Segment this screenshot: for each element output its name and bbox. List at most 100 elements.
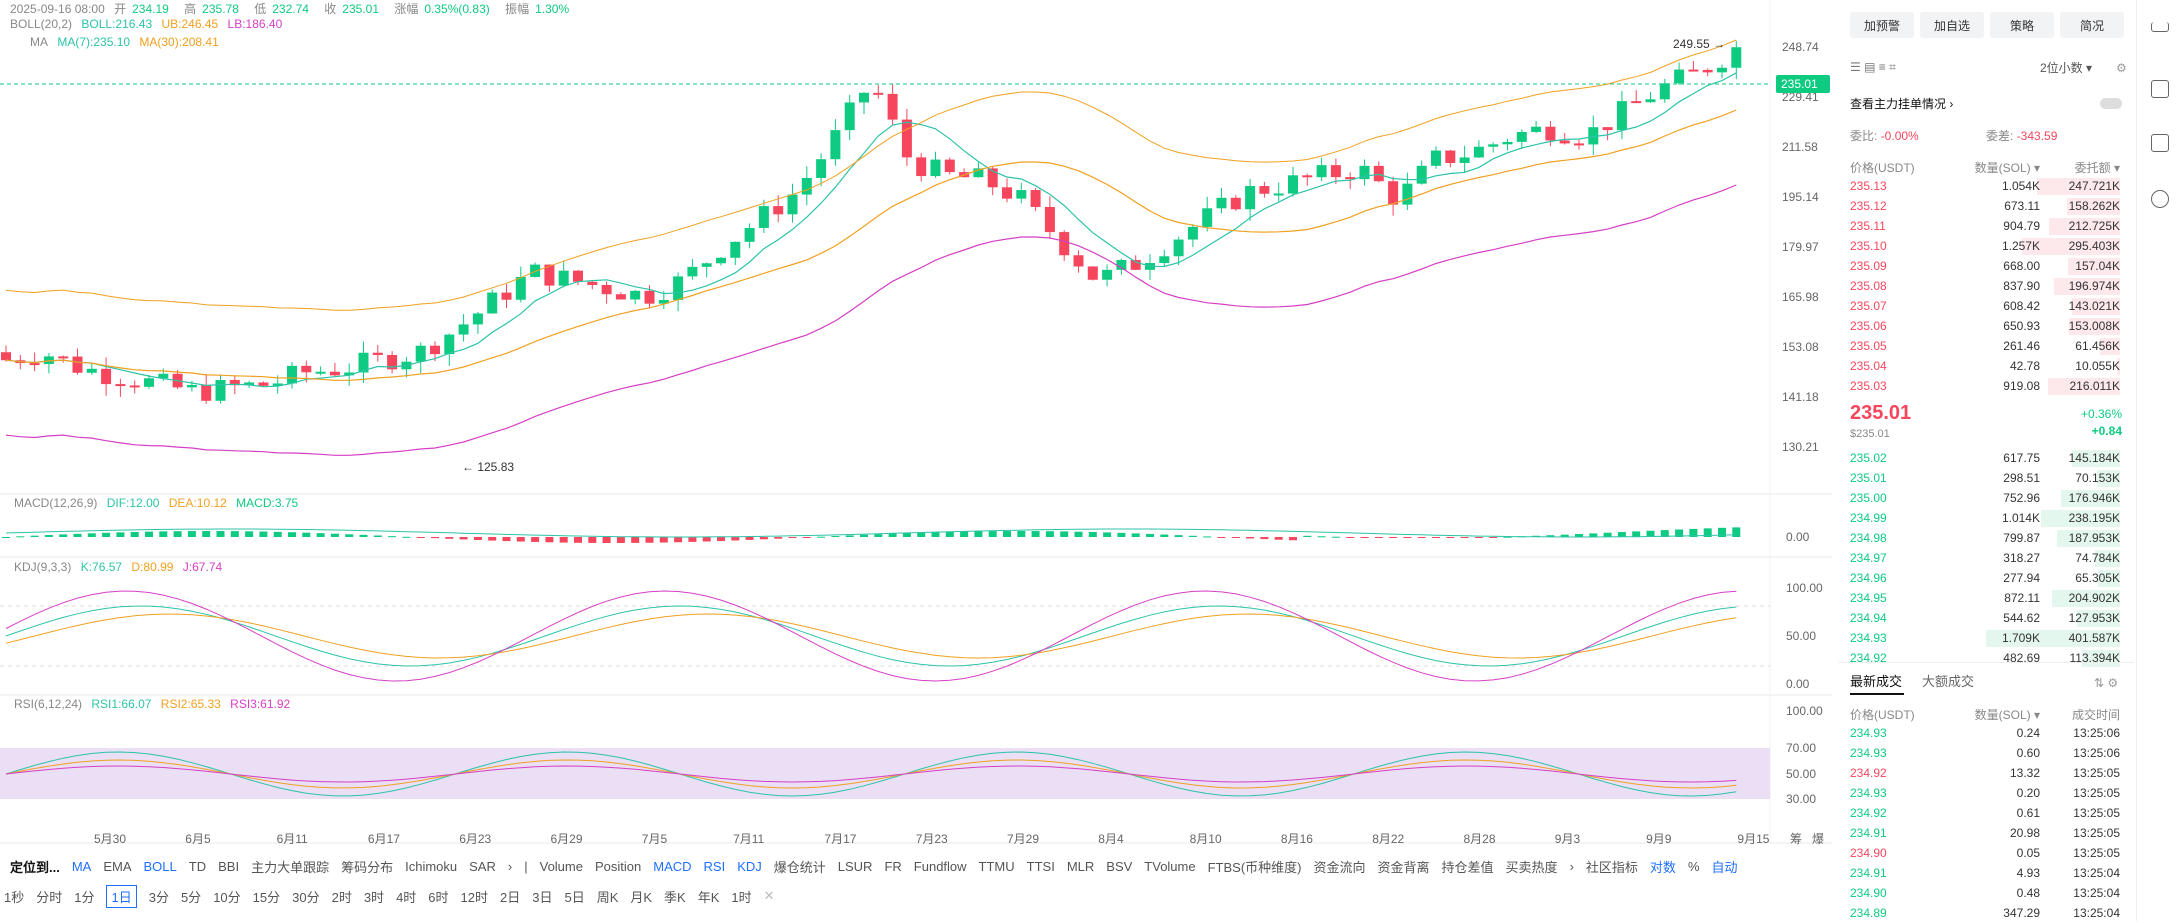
interval-6时[interactable]: 6时 <box>428 889 449 905</box>
ma-legend[interactable]: MA MA(7):235.10 MA(30):208.41 <box>30 35 225 49</box>
tab-latest-trades[interactable]: 最新成交 <box>1850 674 1903 689</box>
interval-分时[interactable]: 分时 <box>36 889 63 905</box>
sub-indicator-资金流向[interactable]: 资金流向 <box>1313 859 1366 875</box>
interval-季K[interactable]: 季K <box>664 889 686 905</box>
sub-indicator-ttmu[interactable]: TTMU <box>978 858 1015 874</box>
book-row[interactable]: 234.93 1.709K 401.587K <box>1850 628 2120 648</box>
sub-indicator-volume[interactable]: Volume <box>539 858 583 874</box>
alert-button[interactable]: 加预警 <box>1850 12 1914 38</box>
panel-icon[interactable] <box>2151 22 2169 32</box>
sub-indicator-bsv[interactable]: BSV <box>1106 858 1133 874</box>
percent-scale-button[interactable]: % <box>1687 858 1700 874</box>
main-indicator-td[interactable]: TD <box>188 858 207 874</box>
interval-2日[interactable]: 2日 <box>500 889 521 905</box>
book-row[interactable]: 234.94 544.62 127.953K <box>1850 608 2120 628</box>
interval-15分[interactable]: 15分 <box>252 889 281 905</box>
sub-indicator-mlr[interactable]: MLR <box>1066 858 1095 874</box>
macd-legend[interactable]: MACD(12,26,9) DIF:12.00 DEA:10.12 MACD:3… <box>14 496 304 510</box>
sub-indicator-more-icon[interactable]: › <box>1569 858 1574 874</box>
sub-indicator-fr[interactable]: FR <box>884 858 902 874</box>
kline-chart-area[interactable]: 248.74 229.41 211.58 195.14 179.97 165.98 153.… <box>0 0 1832 921</box>
sub-indicator-ftbs(币种维度)[interactable]: FTBS(币种维度) <box>1207 859 1302 875</box>
tab-large-trades[interactable]: 大额成交 <box>1922 674 1975 689</box>
sub-indicator-rsi[interactable]: RSI <box>703 858 726 874</box>
book-row[interactable]: 235.03 919.08 216.011K <box>1850 376 2120 396</box>
boll-legend[interactable]: BOLL(20,2) BOLL:216.43 UB:246.45 LB:186.… <box>10 17 288 31</box>
bar-chart-icon[interactable] <box>2151 134 2169 152</box>
sub-indicator-tvolume[interactable]: TVolume <box>1144 858 1196 874</box>
main-indicator-ichimoku[interactable]: Ichimoku <box>405 858 458 874</box>
header-qty[interactable]: 数量(SOL) ▾ <box>1974 161 2040 175</box>
interval-1分[interactable]: 1分 <box>74 889 95 905</box>
book-row[interactable]: 234.95 872.11 204.902K <box>1850 588 2120 608</box>
main-indicator-boll[interactable]: BOLL <box>143 858 177 874</box>
interval-1秒[interactable]: 1秒 <box>4 889 25 905</box>
interval-4时[interactable]: 4时 <box>396 889 417 905</box>
strategy-button[interactable]: 策略 <box>1990 12 2054 38</box>
main-indicator-ma[interactable]: MA <box>71 858 92 874</box>
trend-icon[interactable] <box>2151 80 2169 98</box>
sub-indicator-position[interactable]: Position <box>594 858 642 874</box>
sub-indicator-爆仓统计[interactable]: 爆仓统计 <box>773 859 826 875</box>
sub-indicator-macd[interactable]: MACD <box>653 858 692 874</box>
book-row[interactable]: 235.00 752.96 176.946K <box>1850 488 2120 508</box>
interval-12时[interactable]: 12时 <box>460 889 488 905</box>
interval-3日[interactable]: 3日 <box>532 889 553 905</box>
interval-1时[interactable]: 1时 <box>731 889 752 905</box>
sub-indicator-ttsi[interactable]: TTSI <box>1026 858 1055 874</box>
book-row[interactable]: 234.97 318.27 74.784K <box>1850 548 2120 568</box>
interval-3时[interactable]: 3时 <box>363 889 385 905</box>
main-orders-toggle[interactable] <box>2100 98 2122 109</box>
book-row[interactable]: 235.05 261.46 61.456K <box>1850 336 2120 356</box>
main-indicator-sar[interactable]: SAR <box>469 858 496 874</box>
book-row[interactable]: 234.92 482.69 113.394K <box>1850 648 2120 668</box>
interval-30分[interactable]: 30分 <box>292 889 320 905</box>
book-row[interactable]: 235.10 1.257K 295.403K <box>1850 236 2120 256</box>
sub-indicator-fundflow[interactable]: Fundflow <box>913 858 967 874</box>
book-row[interactable]: 235.02 617.75 145.184K <box>1850 448 2120 468</box>
sub-indicator-买卖热度[interactable]: 买卖热度 <box>1505 859 1558 875</box>
main-indicator-more-icon[interactable]: › <box>507 858 513 874</box>
log-scale-button[interactable]: 对数 <box>1649 859 1676 875</box>
rsi-legend[interactable]: RSI(6,12,24) RSI1:66.07 RSI2:65.33 RSI3:… <box>14 697 296 711</box>
overview-button[interactable]: 简况 <box>2060 12 2124 38</box>
locate-button[interactable]: 定位到... <box>10 859 60 875</box>
book-row[interactable]: 234.99 1.014K 238.195K <box>1850 508 2120 528</box>
interval-1日[interactable]: 1日 <box>106 884 137 908</box>
interval-3分[interactable]: 3分 <box>148 889 169 905</box>
main-indicator-ema[interactable]: EMA <box>103 858 132 874</box>
book-row[interactable]: 235.08 837.90 196.974K <box>1850 276 2120 296</box>
kline-chart[interactable]: 248.74 229.41 211.58 195.14 179.97 165.98 153.… <box>0 0 1832 921</box>
interval-5分[interactable]: 5分 <box>180 889 202 905</box>
book-layout-icons[interactable]: ☰ ▤ ≡ ⌗ <box>1850 60 1896 74</box>
book-row[interactable]: 235.11 904.79 212.725K <box>1850 216 2120 236</box>
swap-icon[interactable] <box>2151 190 2169 208</box>
book-row[interactable]: 234.96 277.94 65.305K <box>1850 568 2120 588</box>
trade-filter-icon[interactable]: ⇅ ⚙ <box>2094 676 2119 690</box>
sub-indicator-持仓差值[interactable]: 持仓差值 <box>1441 859 1494 875</box>
interval-2时[interactable]: 2时 <box>331 889 352 905</box>
main-indicator-bbi[interactable]: BBI <box>218 858 240 874</box>
book-row[interactable]: 235.12 673.11 158.262K <box>1850 196 2120 216</box>
interval-5日[interactable]: 5日 <box>564 889 585 905</box>
trade-header-qty[interactable]: 数量(SOL) ▾ <box>1974 708 2040 722</box>
main-indicator-主力大单跟踪[interactable]: 主力大单跟踪 <box>251 859 330 875</box>
main-orders-link[interactable]: 查看主力挂单情况 › <box>1850 97 1954 111</box>
header-amount[interactable]: 委托额 ▾ <box>2074 161 2120 175</box>
decimal-select[interactable]: 2位小数 ▾ <box>2040 61 2093 75</box>
close-icon[interactable]: ✕ <box>763 888 775 903</box>
settings-icon[interactable]: ⚙ <box>2116 61 2127 75</box>
book-row[interactable]: 234.98 799.87 187.953K <box>1850 528 2120 548</box>
book-row[interactable]: 235.01 298.51 70.153K <box>1850 468 2120 488</box>
watchlist-button[interactable]: 加自选 <box>1920 12 1984 38</box>
book-row[interactable]: 235.06 650.93 153.008K <box>1850 316 2120 336</box>
kdj-legend[interactable]: KDJ(9,3,3) K:76.57 D:80.99 J:67.74 <box>14 560 228 574</box>
community-indicator-button[interactable]: 社区指标 <box>1585 859 1638 875</box>
separator[interactable]: | <box>524 858 528 874</box>
sub-indicator-资金背离[interactable]: 资金背离 <box>1377 859 1430 875</box>
sub-indicator-kdj[interactable]: KDJ <box>737 858 762 874</box>
interval-10分[interactable]: 10分 <box>213 889 241 905</box>
interval-年K[interactable]: 年K <box>697 889 720 905</box>
interval-月K[interactable]: 月K <box>630 889 653 905</box>
main-indicator-筹码分布[interactable]: 筹码分布 <box>341 859 394 875</box>
